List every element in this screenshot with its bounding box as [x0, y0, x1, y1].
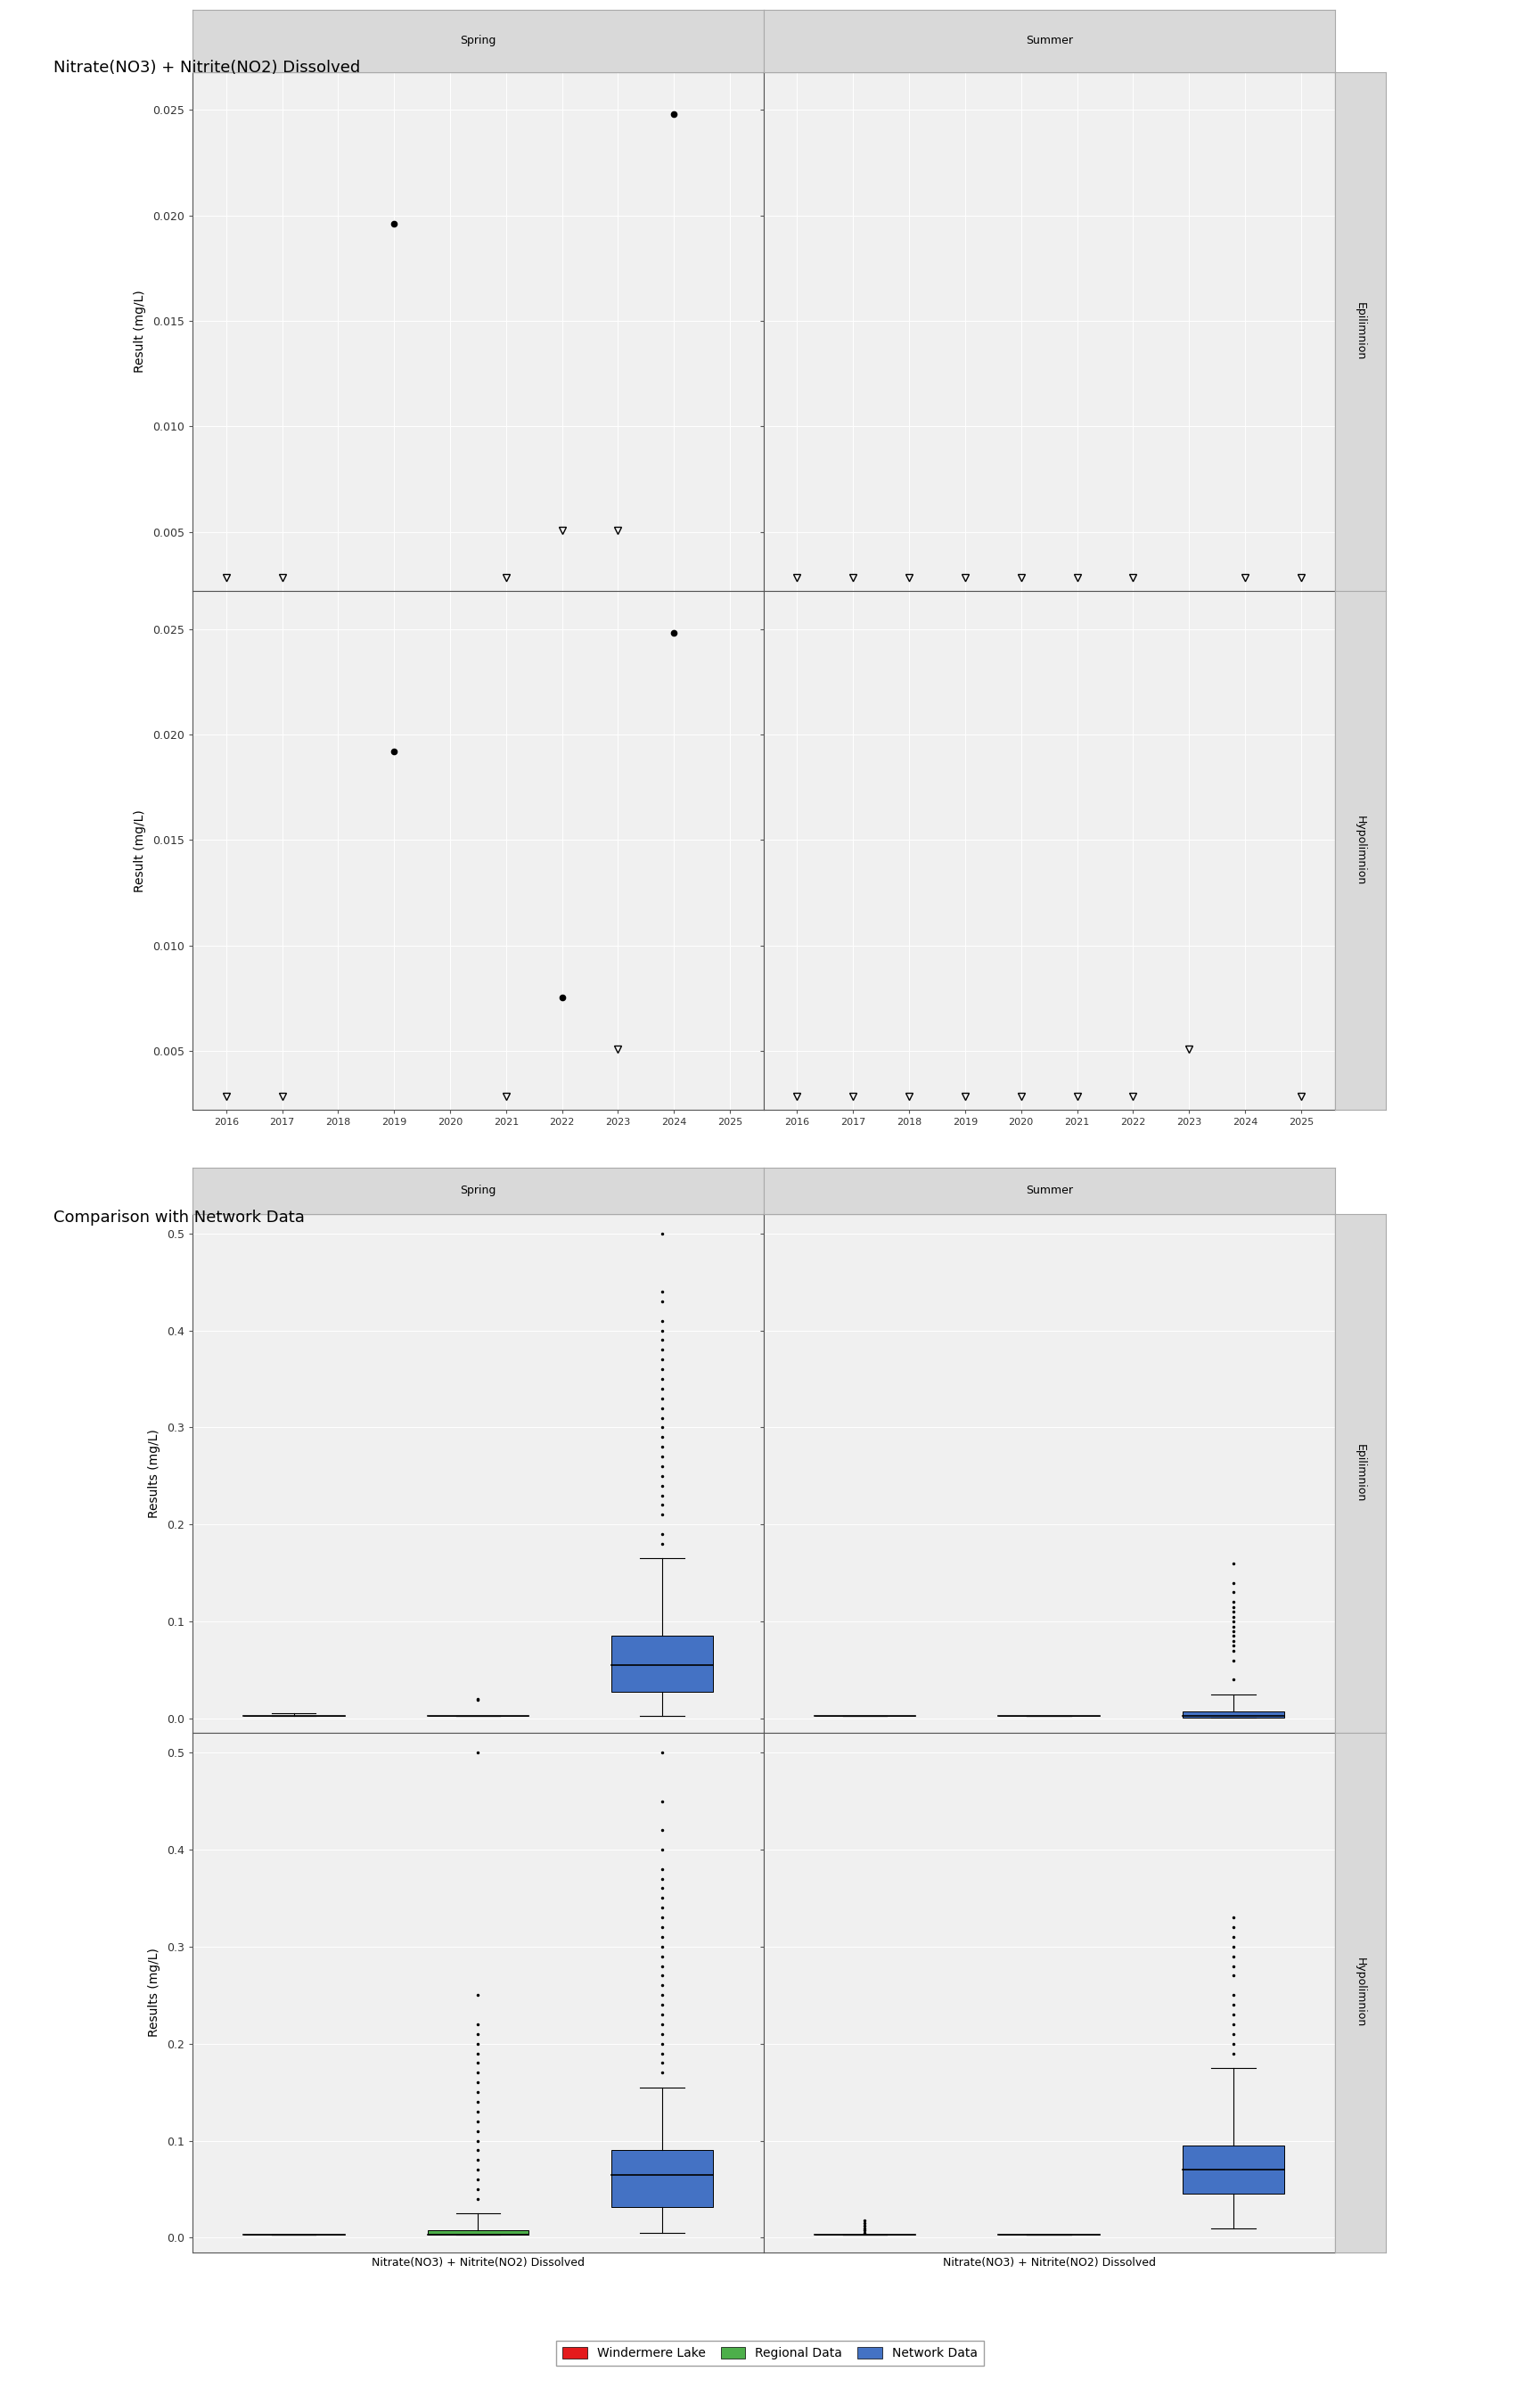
X-axis label: Nitrate(NO3) + Nitrite(NO2) Dissolved: Nitrate(NO3) + Nitrite(NO2) Dissolved: [371, 2257, 585, 2269]
Bar: [1183, 2144, 1284, 2195]
Bar: [611, 1636, 713, 1692]
Legend: Windermere Lake, Regional Data, Network Data: Windermere Lake, Regional Data, Network …: [556, 2341, 984, 2365]
Text: Epilimnion: Epilimnion: [1355, 302, 1366, 359]
Text: Hypolimnion: Hypolimnion: [1355, 1958, 1366, 2027]
Text: Hypolimnion: Hypolimnion: [1355, 815, 1366, 887]
Bar: [428, 2231, 528, 2235]
Y-axis label: Result (mg/L): Result (mg/L): [134, 810, 146, 891]
X-axis label: Nitrate(NO3) + Nitrite(NO2) Dissolved: Nitrate(NO3) + Nitrite(NO2) Dissolved: [942, 2257, 1155, 2269]
Y-axis label: Results (mg/L): Results (mg/L): [148, 1948, 160, 2037]
Text: Nitrate(NO3) + Nitrite(NO2) Dissolved: Nitrate(NO3) + Nitrite(NO2) Dissolved: [54, 60, 360, 77]
Y-axis label: Results (mg/L): Results (mg/L): [148, 1428, 160, 1519]
Y-axis label: Result (mg/L): Result (mg/L): [134, 290, 146, 374]
Text: Epilimnion: Epilimnion: [1355, 1445, 1366, 1502]
Text: Comparison with Network Data: Comparison with Network Data: [54, 1210, 305, 1227]
Bar: [611, 2149, 713, 2207]
Bar: [1183, 1711, 1284, 1718]
